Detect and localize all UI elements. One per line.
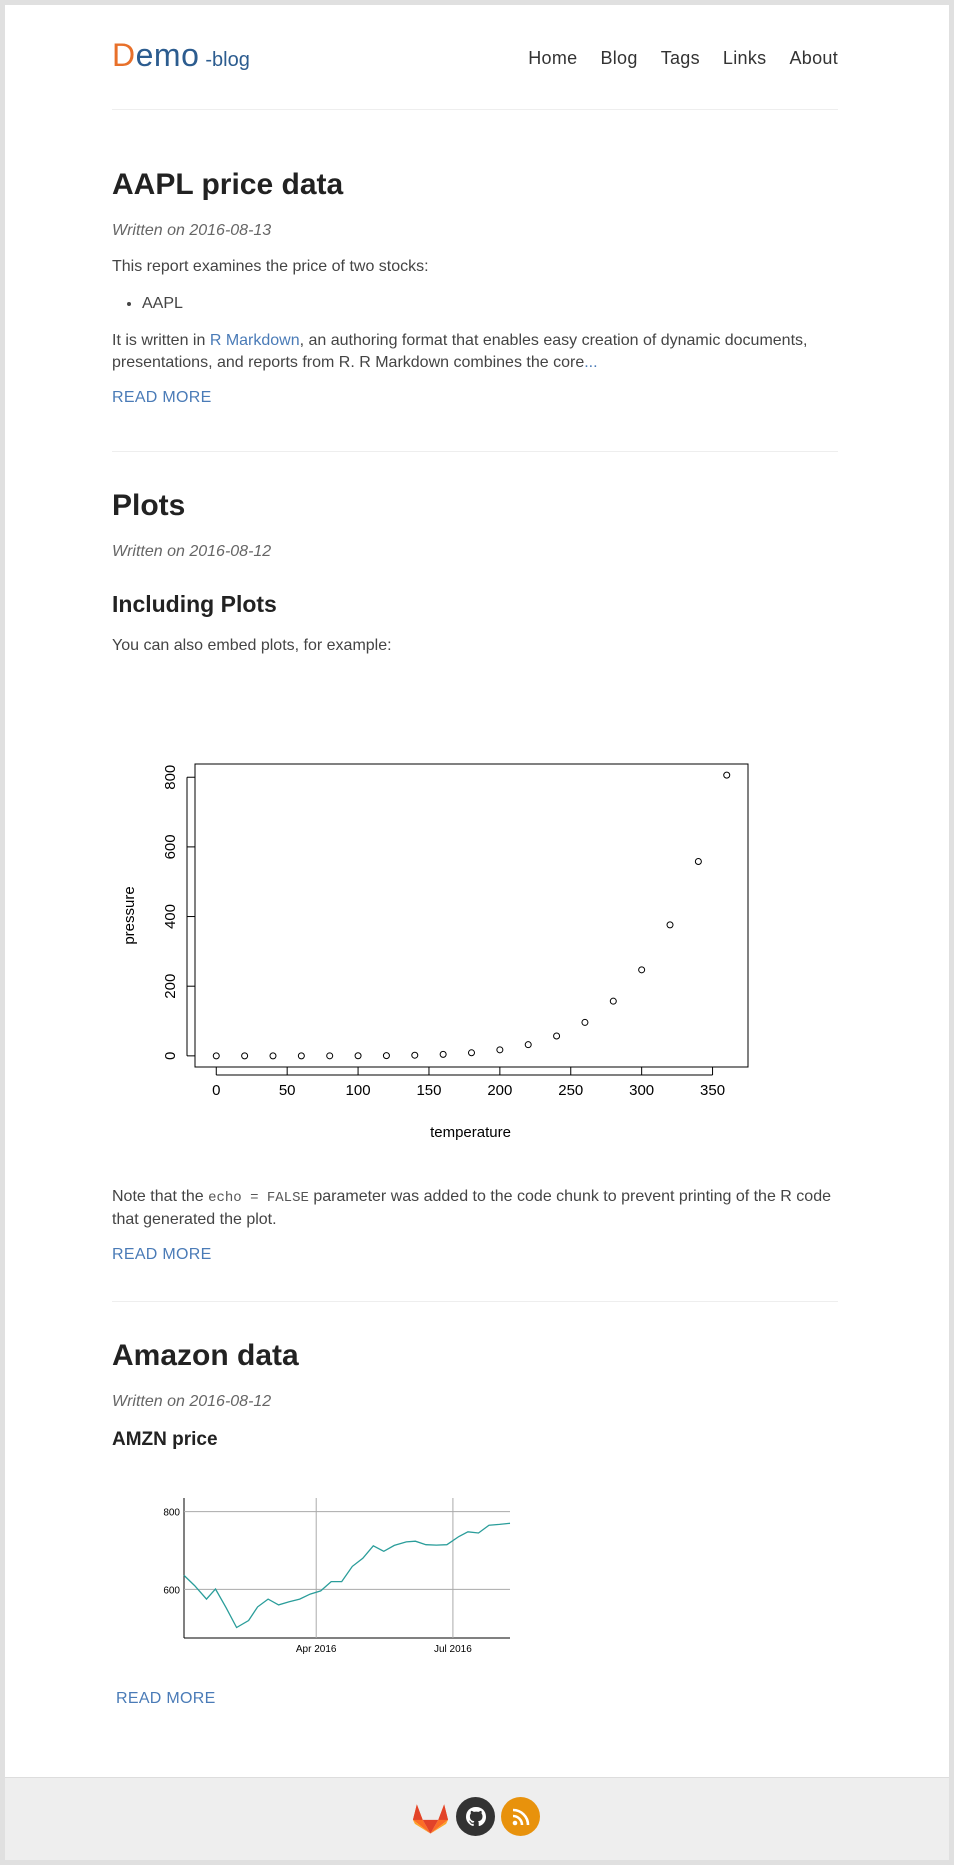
- github-icon[interactable]: [456, 1797, 495, 1836]
- data-point: [638, 966, 646, 974]
- nav-links[interactable]: Links: [722, 48, 767, 68]
- nav-about[interactable]: About: [789, 48, 838, 68]
- stock-list: AAPL: [112, 293, 838, 315]
- x-tick-label: 0: [212, 1082, 220, 1099]
- post-date: Written on 2016-08-13: [112, 222, 272, 239]
- nav-blog[interactable]: Blog: [600, 48, 638, 68]
- post-plots: Plots Written on 2016-08-12 Including Pl…: [112, 489, 838, 657]
- data-point: [581, 1018, 589, 1026]
- data-point: [411, 1051, 419, 1059]
- y-tick-label: 400: [162, 904, 179, 929]
- y-tick-label: 200: [162, 974, 179, 999]
- x-tick-label: Apr 2016: [296, 1644, 337, 1655]
- data-point: [269, 1052, 277, 1060]
- post-intro: This report examines the price of two st…: [112, 258, 429, 275]
- x-tick-label: 350: [700, 1082, 725, 1099]
- data-point: [524, 1041, 532, 1049]
- site-logo[interactable]: Demo -blog: [112, 37, 250, 74]
- main-nav: Home Blog Tags Links About: [505, 48, 838, 69]
- post-amazon: Amazon data Written on 2016-08-12 AMZN p…: [112, 1339, 838, 1451]
- post-title[interactable]: Plots: [112, 489, 186, 522]
- data-point: [468, 1049, 475, 1057]
- y-tick-label: 800: [163, 1508, 180, 1519]
- y-axis-label: pressure: [121, 886, 138, 944]
- data-point: [212, 1052, 220, 1060]
- post-note: Note that the echo = FALSE parameter was…: [112, 1188, 831, 1228]
- site-header: Demo -blog Home Blog Tags Links About: [112, 5, 838, 110]
- post-aapl: AAPL price data Written on 2016-08-13 Th…: [112, 168, 838, 407]
- nav-home[interactable]: Home: [528, 48, 578, 68]
- logo-subtitle: -blog: [205, 49, 250, 71]
- social-icons: [411, 1797, 540, 1836]
- pressure-scatter-chart: 0 50 100 150 200 250 300 350 0 200 400 600 800 temper…: [121, 763, 749, 1141]
- data-point: [723, 771, 731, 779]
- site-footer: [5, 1777, 949, 1860]
- x-tick-label: 250: [558, 1082, 583, 1099]
- data-point: [297, 1052, 305, 1060]
- y-tick-label: 800: [162, 765, 179, 790]
- y-tick-label: 600: [162, 834, 179, 859]
- y-tick-label: 600: [163, 1585, 180, 1596]
- data-point: [609, 997, 617, 1005]
- section-heading: Including Plots: [112, 591, 277, 617]
- post-plots-footer: Note that the echo = FALSE parameter was…: [112, 1186, 838, 1264]
- nav-tags[interactable]: Tags: [660, 48, 700, 68]
- x-tick-label: 300: [629, 1082, 654, 1099]
- read-more-link[interactable]: READ MORE: [116, 1690, 216, 1707]
- post-divider: [112, 451, 838, 452]
- rss-icon[interactable]: [501, 1797, 540, 1836]
- post-title[interactable]: AAPL price data: [112, 168, 344, 201]
- ellipsis-link[interactable]: ...: [584, 354, 598, 371]
- section-heading: AMZN price: [112, 1429, 218, 1450]
- post-intro: You can also embed plots, for example:: [112, 637, 392, 654]
- data-point: [553, 1032, 561, 1040]
- logo-text: Demo: [112, 37, 200, 73]
- read-more-link[interactable]: READ MORE: [112, 389, 212, 406]
- post-title[interactable]: Amazon data: [112, 1339, 299, 1372]
- data-point: [666, 921, 674, 929]
- data-point: [694, 858, 702, 866]
- data-point: [496, 1046, 504, 1054]
- x-tick-label: 100: [346, 1082, 371, 1099]
- gitlab-icon[interactable]: [411, 1797, 450, 1836]
- data-point: [382, 1052, 390, 1060]
- post-date: Written on 2016-08-12: [112, 543, 272, 560]
- amzn-price-chart: Apr 2016 Jul 2016 600 800: [163, 1498, 511, 1655]
- x-tick-label: 200: [487, 1082, 512, 1099]
- data-point: [241, 1052, 249, 1060]
- plot-frame: [194, 763, 749, 1068]
- data-point: [326, 1052, 334, 1060]
- page-frame: [5, 5, 949, 1860]
- x-tick-label: 150: [416, 1082, 441, 1099]
- x-tick-label: 50: [279, 1082, 296, 1099]
- post-excerpt: It is written in R Markdown, an authorin…: [112, 332, 808, 371]
- y-tick-label: 0: [162, 1052, 179, 1060]
- read-more-link[interactable]: READ MORE: [112, 1246, 212, 1263]
- price-line: [183, 1522, 511, 1629]
- post-date: Written on 2016-08-12: [112, 1393, 272, 1410]
- x-axis-label: temperature: [430, 1124, 511, 1141]
- data-point: [439, 1050, 447, 1058]
- x-tick-label: Jul 2016: [434, 1644, 472, 1655]
- list-item: AAPL: [142, 293, 838, 315]
- inline-code: echo = FALSE: [208, 1190, 309, 1206]
- post-divider: [112, 1301, 838, 1302]
- r-markdown-link[interactable]: R Markdown: [209, 332, 300, 349]
- data-point: [354, 1052, 362, 1060]
